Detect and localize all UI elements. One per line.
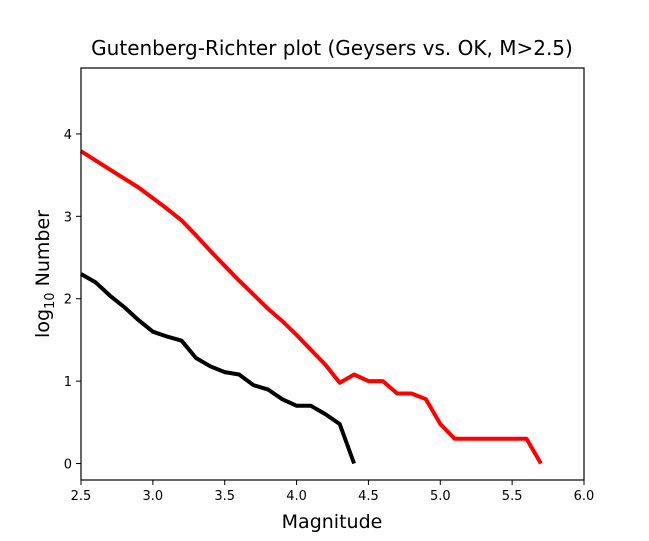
- y-tick-label-1: 1: [64, 375, 72, 390]
- x-tick-label-1: 3.0: [143, 489, 164, 504]
- x-tick-label-4: 4.5: [358, 489, 379, 504]
- x-tick-label-7: 6.0: [574, 489, 595, 504]
- series-layer: [79, 149, 543, 465]
- y-axis-label: log10 Number: [32, 210, 58, 338]
- x-tick-label-6: 5.5: [502, 489, 523, 504]
- x-tick-label-0: 2.5: [71, 489, 92, 504]
- x-axis-label: Magnitude: [282, 511, 383, 533]
- y-axis-label-base: log: [32, 309, 54, 338]
- x-axis: 2.5 3.0 3.5 4.0 4.5 5.0 5.5 6.0: [71, 480, 595, 504]
- y-axis-label-rest: Number: [32, 210, 54, 293]
- plot-frame: [80, 67, 585, 481]
- x-tick-label-2: 3.5: [214, 489, 235, 504]
- y-axis: 0 1 2 3 4: [64, 128, 81, 473]
- series-line-0: [79, 149, 543, 465]
- x-tick-label-5: 5.0: [430, 489, 451, 504]
- y-tick-label-2: 2: [64, 293, 72, 308]
- y-tick-label-4: 4: [64, 128, 72, 143]
- y-axis-label-subscript: 10: [43, 292, 58, 309]
- chart-title: Gutenberg-Richter plot (Geysers vs. OK, …: [91, 36, 573, 60]
- y-tick-label-0: 0: [64, 458, 72, 473]
- x-tick-label-3: 4.0: [286, 489, 307, 504]
- series-line-1: [80, 272, 356, 465]
- y-tick-label-3: 3: [64, 210, 72, 225]
